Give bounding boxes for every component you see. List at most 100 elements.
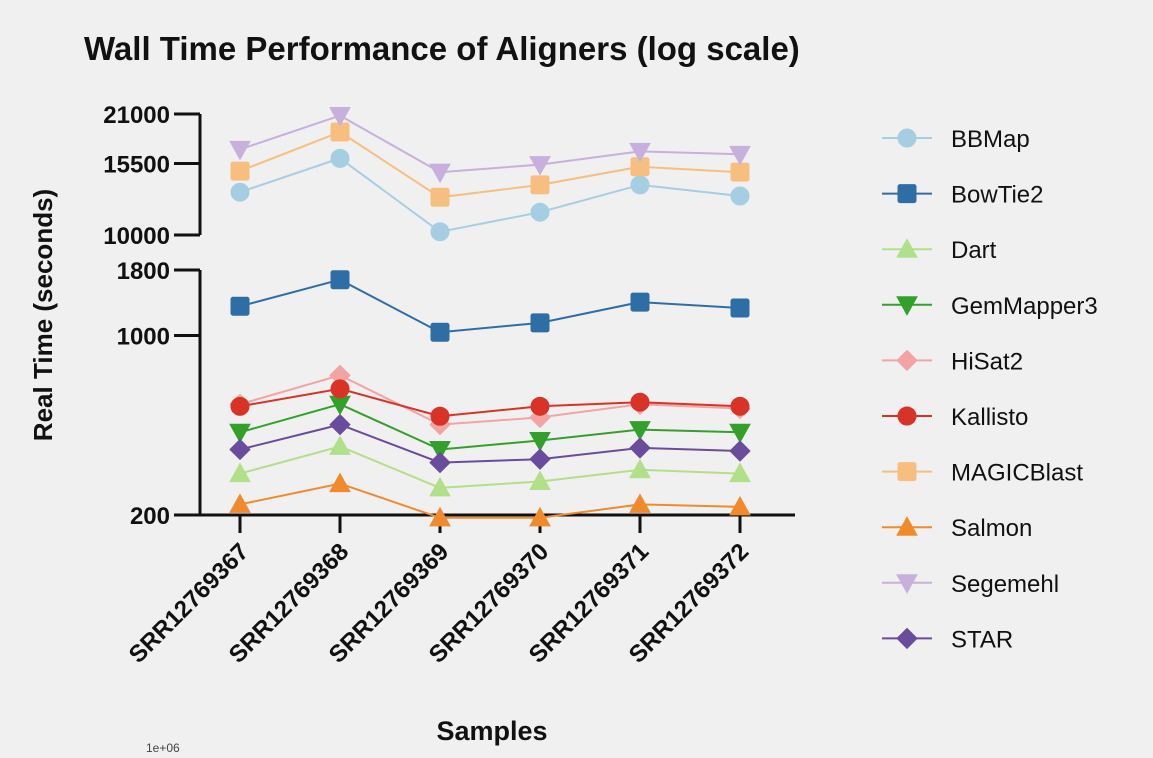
legend-item-magicblast: MAGICBlast <box>882 460 1083 487</box>
data-point-star <box>729 440 751 462</box>
y-tick-label: 10000 <box>103 223 170 250</box>
data-point-bowtie2 <box>630 292 650 312</box>
legend-label-star: STAR <box>951 626 1013 653</box>
data-point-dart <box>729 462 751 483</box>
series-line-star <box>239 423 741 464</box>
series-star <box>229 413 751 474</box>
series-line-bbmap <box>239 157 741 233</box>
series-salmon <box>229 472 751 527</box>
series-gemmapper3 <box>229 395 751 461</box>
legend-item-salmon: Salmon <box>882 515 1032 542</box>
data-point-bbmap <box>230 182 250 202</box>
data-point-magicblast <box>430 187 450 207</box>
legend-marker-bbmap <box>897 128 917 148</box>
data-point-dart <box>429 476 451 497</box>
series-dart <box>229 435 751 497</box>
data-point-bbmap <box>630 175 650 195</box>
chart-title: Wall Time Performance of Aligners (log s… <box>84 30 800 67</box>
y-tick-label: 21000 <box>103 102 170 129</box>
legend-marker-segemehl <box>896 574 918 594</box>
data-point-star <box>629 437 651 459</box>
y-tick-label: 1000 <box>117 324 170 351</box>
y-tick-label: 200 <box>130 503 170 530</box>
data-point-gemmapper3 <box>729 423 751 444</box>
legend-marker-salmon <box>896 516 918 536</box>
legend-label-salmon: Salmon <box>951 515 1032 542</box>
data-point-gemmapper3 <box>229 423 251 444</box>
legend-marker-hisat2 <box>896 349 918 372</box>
legend-label-bowtie2: BowTie2 <box>951 182 1043 209</box>
series-hisat2 <box>229 364 751 436</box>
data-point-magicblast <box>730 162 750 182</box>
data-point-bbmap <box>430 222 450 242</box>
data-point-star <box>529 448 551 470</box>
legend-item-dart: Dart <box>882 237 997 264</box>
legend-label-segemehl: Segemehl <box>951 571 1059 598</box>
data-point-salmon <box>429 506 451 527</box>
y-tick-label: 15500 <box>103 152 170 179</box>
data-point-salmon <box>329 472 351 493</box>
data-point-kallisto <box>430 406 450 426</box>
data-point-segemehl <box>429 163 451 184</box>
data-point-magicblast <box>530 175 550 195</box>
series-line-magicblast <box>239 130 741 199</box>
data-point-bowtie2 <box>330 270 350 290</box>
legend-marker-kallisto <box>897 406 917 426</box>
data-point-magicblast <box>230 161 250 181</box>
series-bbmap <box>230 148 750 242</box>
legend-marker-gemmapper3 <box>896 296 918 316</box>
legend-label-gemmapper3: GemMapper3 <box>951 293 1098 320</box>
legend-marker-star <box>896 627 918 650</box>
series-segemehl <box>229 107 751 184</box>
data-point-bbmap <box>330 148 350 168</box>
x-axis-label: Samples <box>436 716 547 746</box>
legend-label-magicblast: MAGICBlast <box>951 460 1083 487</box>
data-point-dart <box>529 470 551 491</box>
legend-marker-dart <box>896 238 918 258</box>
data-point-segemehl <box>329 107 351 127</box>
series-line-segemehl <box>239 114 741 174</box>
data-point-bowtie2 <box>430 322 450 342</box>
data-point-segemehl <box>629 142 651 163</box>
legend-item-star: STAR <box>882 626 1013 653</box>
series-layer <box>229 107 751 527</box>
legend-item-segemehl: Segemehl <box>882 571 1059 598</box>
data-point-kallisto <box>730 396 750 416</box>
data-point-star <box>429 451 451 474</box>
data-point-salmon <box>529 506 551 527</box>
series-line-bowtie2 <box>239 278 741 334</box>
data-point-kallisto <box>630 392 650 412</box>
partial-label: 1e+06 <box>146 741 180 753</box>
series-line-hisat2 <box>239 374 741 426</box>
data-point-bowtie2 <box>730 298 750 318</box>
data-point-dart <box>329 435 351 455</box>
axes: 18001000200210001550010000SRR12769367SRR… <box>103 102 795 669</box>
data-point-bbmap <box>530 202 550 222</box>
data-point-segemehl <box>529 156 551 176</box>
legend-label-kallisto: Kallisto <box>951 404 1028 431</box>
data-point-salmon <box>729 495 751 516</box>
legend-item-bbmap: BBMap <box>882 126 1030 153</box>
series-line-kallisto <box>239 387 741 418</box>
series-line-dart <box>239 445 741 489</box>
legend-item-hisat2: HiSat2 <box>882 348 1023 375</box>
legend-label-dart: Dart <box>951 237 997 264</box>
data-point-gemmapper3 <box>429 440 451 461</box>
data-point-bbmap <box>730 186 750 206</box>
y-tick-label: 1800 <box>117 258 170 285</box>
data-point-gemmapper3 <box>529 432 551 452</box>
data-point-segemehl <box>229 140 251 161</box>
legend-marker-magicblast <box>897 462 917 482</box>
legend-label-hisat2: HiSat2 <box>951 348 1023 375</box>
data-point-gemmapper3 <box>629 421 651 441</box>
data-point-segemehl <box>729 145 751 166</box>
series-line-salmon <box>239 482 741 519</box>
data-point-kallisto <box>530 396 550 416</box>
data-point-star <box>229 438 251 461</box>
data-point-bowtie2 <box>230 296 250 316</box>
data-point-salmon <box>629 493 651 513</box>
data-point-star <box>329 413 351 436</box>
series-bowtie2 <box>230 270 750 342</box>
